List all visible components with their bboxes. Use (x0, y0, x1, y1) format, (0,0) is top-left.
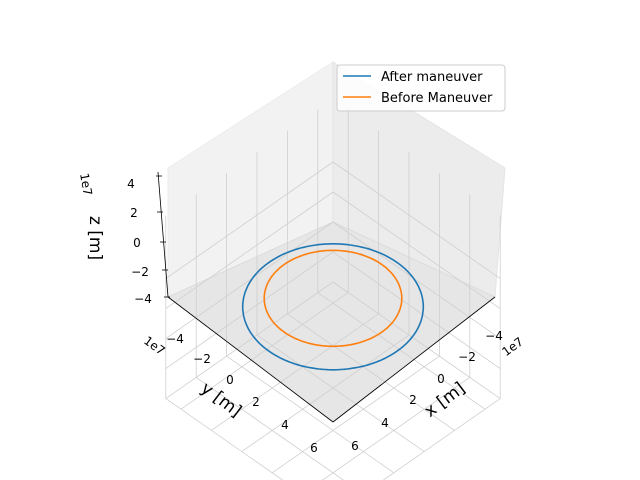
z-tick-label: −2 (131, 265, 149, 279)
y-ticks: −4 −2 0 2 4 6 (166, 332, 318, 455)
grid-line (211, 313, 379, 431)
y-tick-label: 0 (226, 373, 234, 387)
grid-line (165, 191, 334, 309)
x-axis-title: x [m] (421, 378, 469, 421)
x-ticks: −4 −2 0 2 4 6 (351, 329, 503, 453)
grid-line (332, 251, 501, 369)
grid-line (256, 334, 425, 452)
z-axis-title: z [m] (85, 216, 105, 260)
y-tick-label: 2 (252, 395, 260, 409)
z-tick-label: 4 (127, 177, 135, 191)
z-tick-label: 0 (133, 236, 141, 250)
grid-line (332, 161, 501, 279)
z-axis-line (157, 171, 169, 298)
grid-line (165, 398, 284, 480)
grid-line (241, 334, 410, 452)
legend-label-after: After maneuver (381, 70, 483, 85)
grid-line (287, 313, 455, 431)
legend-frame (336, 64, 506, 112)
grid-line (226, 355, 395, 474)
y-tick-label: −4 (166, 332, 184, 346)
grid-line (165, 251, 334, 369)
x-tick-label: 6 (351, 439, 359, 453)
series-line-after-maneuver (241, 243, 425, 371)
z-offset-label: 1e7 (77, 172, 95, 197)
z-ticks: 4 2 0 −2 −4 (127, 175, 170, 306)
grid-line (321, 377, 471, 480)
x-axis-line (332, 296, 496, 423)
grid-line (271, 355, 440, 474)
z-tick-label: 2 (130, 206, 138, 220)
grid-line (332, 191, 501, 309)
legend-label-before: Before Maneuver (381, 91, 493, 106)
grid-line (180, 292, 349, 410)
legend: After maneuver Before Maneuver (336, 64, 506, 112)
grid-line (195, 377, 345, 480)
y-axis-line (167, 296, 334, 423)
grid-line (165, 161, 334, 279)
x-tick-label: 4 (381, 416, 389, 430)
x-tick-label: 0 (437, 372, 445, 386)
grid-line (165, 221, 334, 339)
x-tick-label: −4 (485, 329, 503, 343)
series-layer (241, 243, 425, 371)
grid-line (332, 281, 501, 399)
x-tick-label: 2 (409, 393, 417, 407)
y-tick-label: 6 (310, 441, 318, 455)
z-tick-label: −4 (134, 292, 152, 306)
grid-line (165, 281, 334, 399)
y-tick-label: 4 (281, 418, 289, 432)
grid-line (382, 398, 501, 480)
grid-line (317, 292, 486, 410)
x-offset-label: 1e7 (499, 334, 526, 359)
x-tick-label: −2 (458, 350, 476, 364)
series-line-before-maneuver (263, 249, 403, 348)
grid-lines (165, 109, 501, 480)
grid-line (332, 221, 501, 339)
y-tick-label: −2 (193, 352, 211, 366)
y-offset-label: 1e7 (141, 333, 168, 358)
y-axis-title: y [m] (197, 378, 245, 421)
